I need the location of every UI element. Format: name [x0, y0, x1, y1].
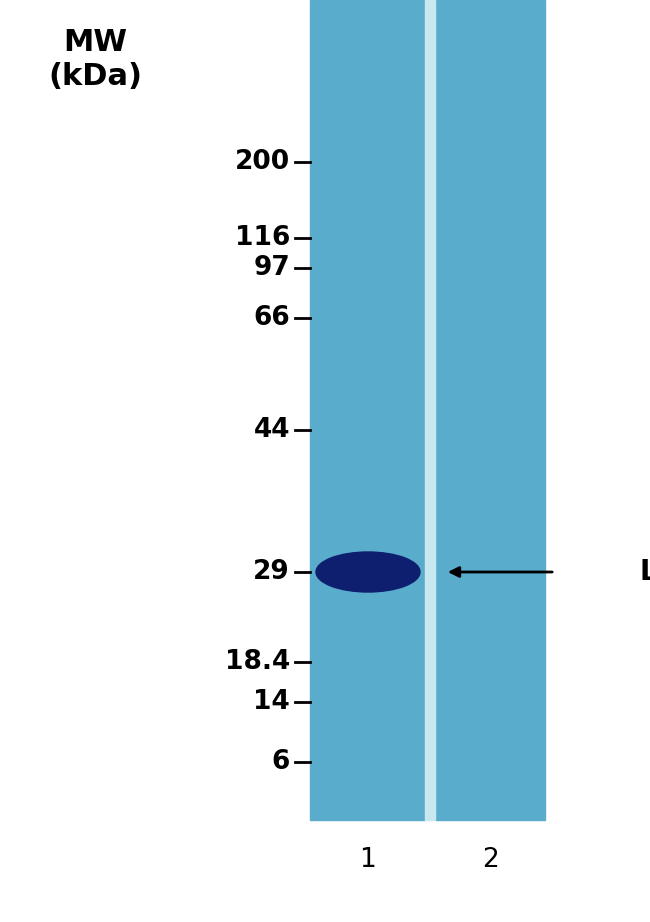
Text: 66: 66 — [254, 305, 290, 331]
Text: 97: 97 — [254, 255, 290, 281]
Text: 14: 14 — [254, 689, 290, 715]
Text: 2: 2 — [482, 847, 499, 873]
Text: 18.4: 18.4 — [225, 649, 290, 675]
Bar — [425, 0, 435, 820]
Text: 44: 44 — [254, 417, 290, 443]
Text: 200: 200 — [235, 149, 290, 175]
Text: 116: 116 — [235, 225, 290, 251]
Text: 29: 29 — [254, 559, 290, 585]
Bar — [435, 0, 545, 820]
Text: LAT: LAT — [640, 558, 650, 586]
Ellipse shape — [316, 552, 420, 592]
Bar — [310, 0, 425, 820]
Text: 1: 1 — [359, 847, 376, 873]
Text: MW
(kDa): MW (kDa) — [48, 28, 142, 90]
Text: 6: 6 — [272, 749, 290, 775]
